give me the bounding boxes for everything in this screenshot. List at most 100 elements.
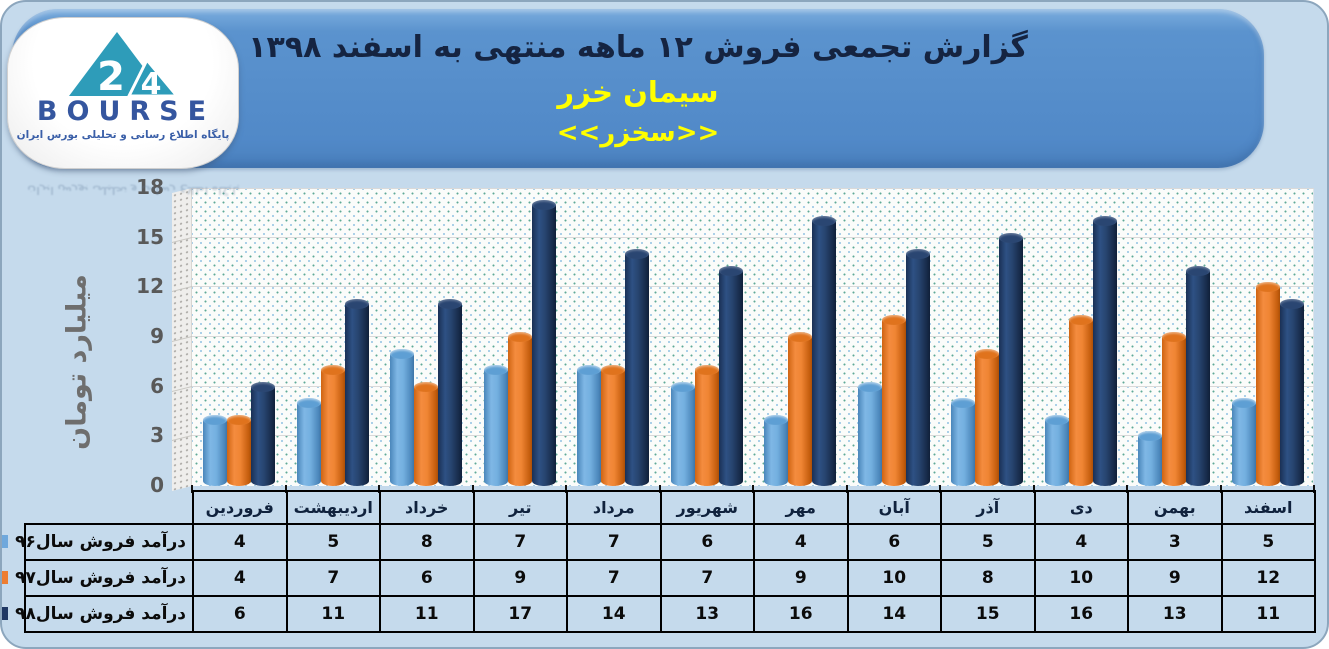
x-axis-tick xyxy=(939,485,941,493)
y-axis-title: میلیارد تومان xyxy=(61,274,93,450)
cylinder-bar xyxy=(1044,414,1069,486)
bourse24-logo: 2 4 BOURSE پایگاه اطلاع رسانی و تحلیلی ب… xyxy=(7,17,239,169)
bar-group xyxy=(203,189,275,486)
value-cell: 4 xyxy=(192,523,288,561)
cylinder-bar xyxy=(764,414,788,486)
cylinder-bar xyxy=(1231,398,1256,486)
bar-group xyxy=(483,189,556,486)
value-cell: 11 xyxy=(285,595,381,633)
month-header-cell: اردیبهشت xyxy=(285,490,381,525)
bar-group xyxy=(857,189,930,486)
value-cell: 7 xyxy=(566,523,662,561)
month-header-cell: دی xyxy=(1033,490,1129,525)
cylinder-bar xyxy=(577,365,601,486)
cylinder-bar xyxy=(227,414,251,486)
value-cell: 7 xyxy=(472,523,568,561)
value-cell: 6 xyxy=(192,595,288,633)
value-cell: 4 xyxy=(753,523,849,561)
x-axis-tick xyxy=(658,485,661,493)
ticker-symbol: <<سخزر>> xyxy=(556,117,720,148)
x-axis-tick xyxy=(1313,485,1315,493)
cylinder-bar xyxy=(296,398,321,486)
legend-swatch xyxy=(2,607,9,620)
logo-reflection: پایگاه اطلاع رسانی و تحلیلی بورس ایران xyxy=(27,184,240,196)
cylinder-bar xyxy=(857,381,882,486)
x-axis-tick xyxy=(1219,485,1222,493)
logo-tagline: پایگاه اطلاع رسانی و تحلیلی بورس ایران xyxy=(16,129,230,141)
table-corner-cell xyxy=(25,491,193,524)
value-cell: 5 xyxy=(285,523,381,561)
month-header-cell: شهریور xyxy=(659,490,755,525)
cylinder-bar xyxy=(507,332,532,486)
bar-group xyxy=(1044,189,1117,486)
value-cell: 6 xyxy=(379,559,475,597)
x-axis-tick xyxy=(378,485,380,493)
cylinder-bar xyxy=(788,332,812,486)
value-cell: 9 xyxy=(472,559,568,597)
company-name: سیمان خزر xyxy=(557,74,719,109)
x-axis-tick xyxy=(471,485,474,493)
series-label: درآمد فروش سال۹۶ xyxy=(15,532,186,552)
wall-tick xyxy=(172,236,192,243)
cylinder-bar xyxy=(203,414,227,486)
y-axis-label: 15 xyxy=(136,224,164,249)
cylinder-bar xyxy=(694,365,719,486)
cylinder-bar xyxy=(1138,431,1162,486)
month-header-cell: خرداد xyxy=(379,490,475,525)
y-axis-label: 6 xyxy=(150,373,164,398)
value-cell: 9 xyxy=(1127,559,1223,597)
chart-left-wall xyxy=(172,188,192,491)
bar-group xyxy=(670,189,743,486)
month-header-cell: آبان xyxy=(846,490,942,525)
x-axis-tick xyxy=(1032,485,1035,493)
value-cell: 13 xyxy=(1127,595,1223,633)
x-axis-tick xyxy=(1126,485,1128,493)
cylinder-bar xyxy=(670,381,695,486)
cylinder-bar xyxy=(1279,298,1304,486)
value-cell: 12 xyxy=(1220,559,1316,597)
x-axis-tick xyxy=(752,485,754,493)
cylinder-bar xyxy=(1186,265,1210,486)
series-label: درآمد فروش سال۹۸ xyxy=(15,604,186,624)
value-cell: 4 xyxy=(1033,523,1129,561)
y-axis-label: 3 xyxy=(150,423,164,448)
value-cell: 10 xyxy=(846,559,942,597)
value-cell: 5 xyxy=(1220,523,1316,561)
gridline xyxy=(192,336,1314,337)
value-cell: 14 xyxy=(566,595,662,633)
y-axis-label: 18 xyxy=(136,175,164,199)
svg-text:4: 4 xyxy=(141,67,162,100)
bar-group xyxy=(951,189,1023,486)
cylinder-bar xyxy=(999,232,1023,486)
value-cell: 7 xyxy=(659,559,755,597)
series-label-cell: درآمد فروش سال۹۷ xyxy=(2,559,194,597)
month-header-cell: آذر xyxy=(940,490,1036,525)
bar-group xyxy=(764,189,836,486)
value-cell: 10 xyxy=(1033,559,1129,597)
cylinder-bar xyxy=(483,365,508,486)
value-cell: 6 xyxy=(659,523,755,561)
gridline xyxy=(192,435,1314,437)
legend-swatch xyxy=(2,535,9,548)
month-header-cell: اسفند xyxy=(1220,490,1316,525)
table-row: درآمد فروش سال۹۷ 4 7 6 9 7 7 9 10 8 10 9 12 xyxy=(2,559,1316,597)
wall-tick xyxy=(172,385,192,392)
x-axis-tick xyxy=(565,485,567,493)
value-cell: 4 xyxy=(192,559,288,597)
cylinder-bar xyxy=(625,249,649,486)
cylinder-bar xyxy=(320,365,345,486)
gridline xyxy=(192,236,1314,238)
value-cell: 5 xyxy=(940,523,1036,561)
value-cell: 11 xyxy=(1220,595,1316,633)
x-axis-tick xyxy=(191,485,193,493)
month-header-cell: تیر xyxy=(472,490,568,525)
logo-triangle-icon: 2 4 xyxy=(69,32,181,100)
y-axis-label: 0 xyxy=(150,473,164,497)
value-cell: 17 xyxy=(472,595,568,633)
month-header-cell: فروردین xyxy=(192,490,288,525)
series-label: درآمد فروش سال۹۷ xyxy=(15,568,186,588)
bar-group xyxy=(390,189,462,486)
cylinder-bar xyxy=(601,365,625,486)
cylinder-bar xyxy=(812,216,836,486)
